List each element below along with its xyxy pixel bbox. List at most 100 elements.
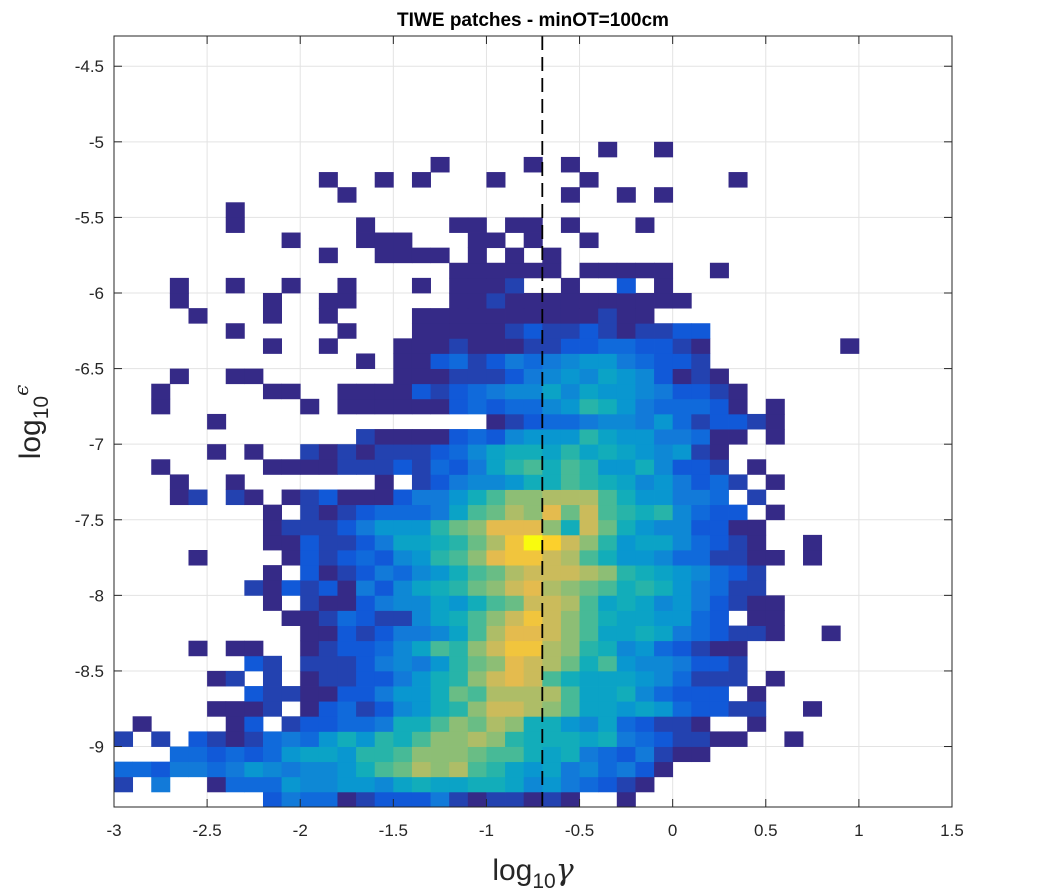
heatmap-cell (337, 459, 357, 475)
heatmap-cell (449, 504, 469, 521)
heatmap-cell (486, 625, 506, 642)
heatmap-cell (542, 655, 562, 672)
heatmap-cell (393, 383, 413, 400)
heatmap-cell (523, 580, 543, 596)
heatmap-cell (505, 353, 525, 369)
heatmap-cell (598, 610, 618, 626)
heatmap-cell (616, 595, 636, 611)
heatmap-cell (523, 459, 543, 475)
heatmap-cell (579, 429, 599, 445)
heatmap-cell (616, 640, 636, 657)
heatmap-cell (505, 670, 525, 687)
heatmap-cell (449, 277, 469, 294)
heatmap-cell (616, 444, 636, 460)
heatmap-cell (281, 731, 301, 747)
heatmap-cell (318, 686, 338, 702)
heatmap-cell (337, 565, 357, 581)
heatmap-cell (430, 791, 450, 808)
heatmap-cell (505, 383, 525, 400)
heatmap-cell (505, 474, 525, 490)
heatmap-cell (188, 640, 208, 657)
heatmap-cell (579, 413, 599, 430)
heatmap-cell (411, 716, 431, 732)
heatmap-cell (449, 429, 469, 445)
heatmap-cell (560, 550, 580, 566)
heatmap-cell (542, 595, 562, 611)
heatmap-cell (523, 565, 543, 581)
heatmap-cell (654, 670, 674, 687)
heatmap-cell (486, 746, 506, 763)
heatmap-cell (262, 293, 282, 309)
heatmap-cell (560, 338, 580, 354)
heatmap-cell (598, 640, 618, 657)
heatmap-cell (505, 580, 525, 596)
heatmap-cell (672, 474, 692, 490)
heatmap-cell (207, 444, 227, 460)
heatmap-cell (691, 504, 711, 521)
heatmap-cell (467, 655, 487, 672)
heatmap-cell (598, 580, 618, 596)
heatmap-cell (169, 293, 189, 309)
heatmap-cell (244, 640, 264, 657)
heatmap-cell (467, 504, 487, 521)
heatmap-cell (579, 323, 599, 339)
heatmap-cell (523, 761, 543, 778)
heatmap-cell (374, 776, 394, 793)
heatmap-cell (654, 383, 674, 400)
heatmap-cell (672, 293, 692, 309)
heatmap-cell (765, 670, 785, 687)
heatmap-cell (207, 761, 227, 778)
heatmap-cell (486, 640, 506, 657)
heatmap-cell (430, 731, 450, 747)
heatmap-cell (449, 761, 469, 778)
heatmap-cell (598, 262, 618, 279)
heatmap-cell (449, 368, 469, 385)
heatmap-cell (560, 323, 580, 339)
heatmap-cell (300, 686, 320, 702)
heatmap-cell (616, 776, 636, 793)
heatmap-cell (151, 459, 171, 475)
heatmap-cell (393, 625, 413, 642)
heatmap-cell (486, 731, 506, 747)
heatmap-cell (486, 550, 506, 566)
heatmap-cell (300, 398, 320, 415)
heatmap-cell (505, 655, 525, 672)
heatmap-cell (635, 534, 655, 551)
heatmap-cell (393, 489, 413, 506)
heatmap-cell (542, 565, 562, 581)
heatmap-cell (449, 716, 469, 732)
heatmap-cell (616, 398, 636, 415)
heatmap-cell (728, 640, 748, 657)
heatmap-cell (523, 308, 543, 324)
heatmap-cell (616, 277, 636, 294)
heatmap-cell (151, 776, 171, 793)
heatmap-cell (374, 474, 394, 490)
heatmap-cell (318, 655, 338, 672)
heatmap-cell (486, 791, 506, 808)
heatmap-cell (356, 429, 376, 445)
axis-ticks: -3 -2.5 -2 -1.5 -1 -0.5 0 0.5 1 1.5 -4.5 -5 -5.5 -6 -6… (75, 36, 964, 840)
heatmap-cell (356, 353, 376, 369)
heatmap-cell (728, 429, 748, 445)
heatmap-cell (356, 519, 376, 536)
heatmap-cell (616, 323, 636, 339)
heatmap-cell (393, 353, 413, 369)
x-axis-label-symbol: γ (556, 853, 574, 888)
heatmap-cell (542, 686, 562, 702)
heatmap-cell (672, 519, 692, 536)
heatmap-cell (318, 746, 338, 763)
heatmap-cell (467, 262, 487, 279)
heatmap-cell (114, 776, 134, 793)
heatmap-cell (747, 413, 767, 430)
heatmap-cell (691, 670, 711, 687)
heatmap-cell (598, 731, 618, 747)
heatmap-cell (356, 776, 376, 793)
heatmap-cell (337, 187, 357, 203)
heatmap-cell (300, 655, 320, 672)
y-tick-label: -4.5 (75, 57, 104, 76)
heatmap-cell (467, 761, 487, 778)
heatmap-cell (542, 489, 562, 506)
heatmap-cell (393, 398, 413, 415)
heatmap-cell (616, 655, 636, 672)
heatmap-cell (188, 761, 208, 778)
